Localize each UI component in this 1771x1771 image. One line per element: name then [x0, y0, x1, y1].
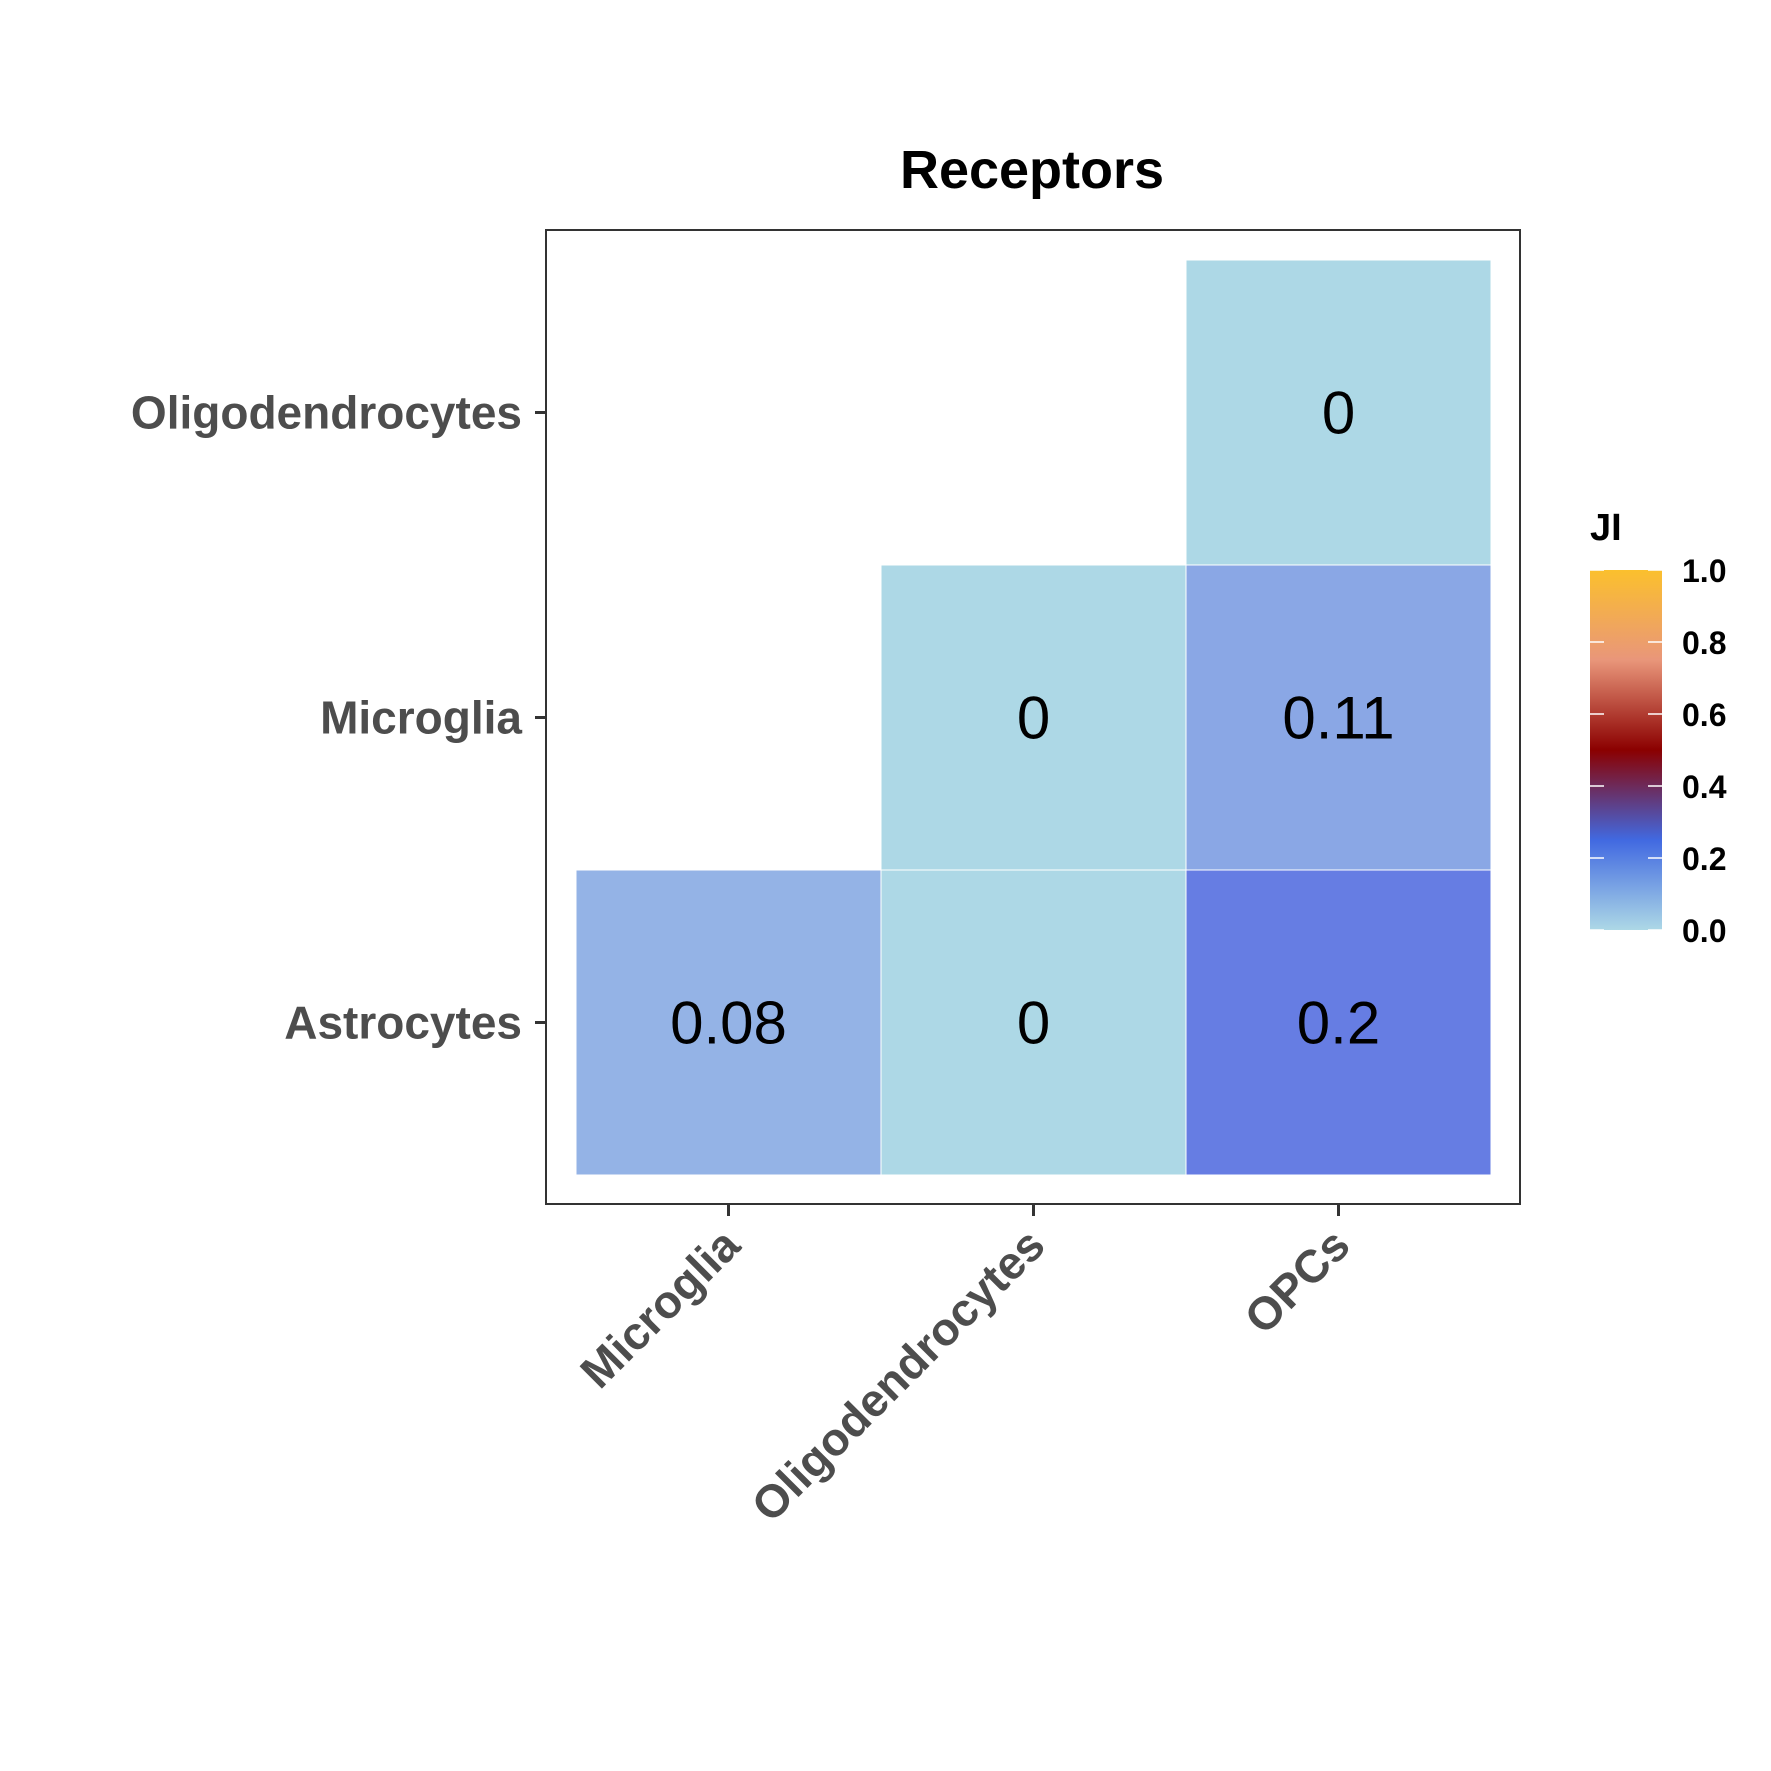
legend-tick-label: 0.0 [1682, 913, 1726, 949]
legend-ticks: 0.0 0.2 0.4 0.6 0.8 1.0 [1590, 553, 1727, 949]
heatmap-cell [1185, 564, 1492, 871]
cell-value-label: 0.11 [1282, 685, 1394, 752]
y-tick-label: Microglia [320, 692, 522, 744]
x-tick-label: Oligodendrocytes [741, 1218, 1054, 1531]
color-legend: JI 0.0 0.2 0.4 0.6 0.8 1.0 [1590, 507, 1727, 949]
legend-colorbar [1590, 570, 1662, 930]
cell-value-labels: 0.08 0 0.2 0 0.11 0 [670, 380, 1395, 1057]
heatmap-cell [1185, 259, 1492, 566]
cell-value-label: 0 [1322, 380, 1355, 447]
legend-tick-label: 0.4 [1682, 769, 1727, 805]
cell-value-label: 0.2 [1297, 990, 1380, 1057]
heatmap-cells [575, 259, 1492, 1176]
legend-tick-label: 0.6 [1682, 697, 1726, 733]
x-tick-label: OPCs [1234, 1218, 1359, 1343]
y-axis: Astrocytes Microglia Oligodendrocytes [131, 387, 546, 1049]
heatmap-cell [575, 869, 882, 1176]
legend-tick-label: 1.0 [1682, 553, 1726, 589]
legend-tick-label: 0.2 [1682, 841, 1726, 877]
y-tick-label: Oligodendrocytes [131, 387, 522, 439]
legend-title: JI [1590, 507, 1622, 549]
cell-value-label: 0 [1017, 990, 1050, 1057]
heatmap-cell [880, 564, 1187, 871]
heatmap-cell [1185, 869, 1492, 1176]
chart-title: Receptors [900, 140, 1164, 200]
cell-value-label: 0.08 [670, 990, 787, 1057]
cell-value-label: 0 [1017, 685, 1050, 752]
legend-tick-label: 0.8 [1682, 625, 1726, 661]
y-tick-label: Astrocytes [284, 997, 522, 1049]
x-tick-label: Microglia [570, 1218, 750, 1398]
